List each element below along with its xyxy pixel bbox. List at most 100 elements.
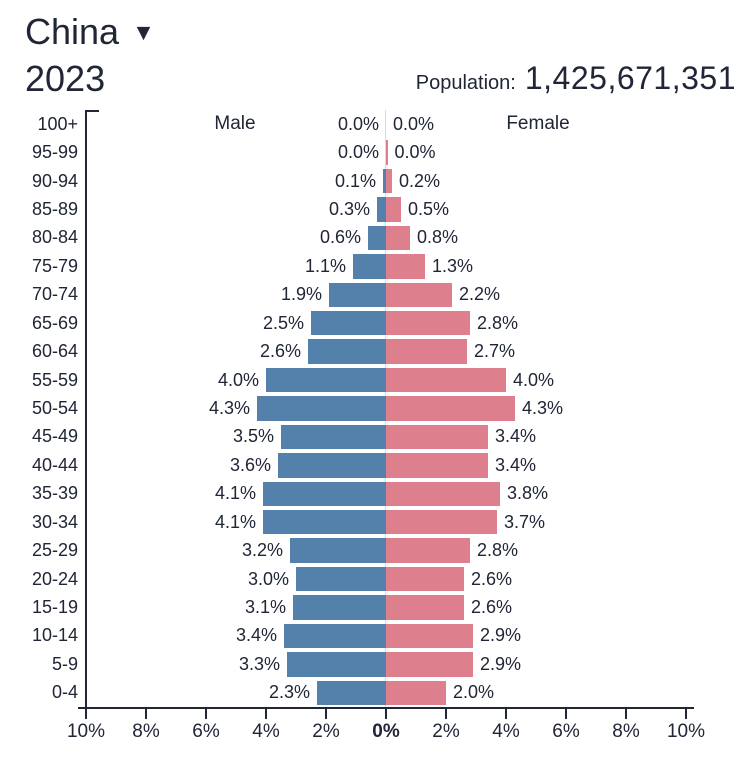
pyramid-row: 100+ 0.0% 0.0% — [0, 110, 750, 138]
row-plot-area: 4.0% 4.0% — [86, 366, 686, 394]
male-value-label: 3.5% — [232, 426, 274, 447]
male-bar — [290, 538, 386, 563]
female-bar — [386, 254, 425, 279]
x-tick — [85, 707, 87, 719]
female-bar — [386, 367, 506, 393]
female-legend-label: Female — [506, 113, 570, 134]
female-value-label: 2.6% — [471, 596, 513, 617]
male-bar — [377, 197, 386, 222]
row-plot-area: 3.5% 3.4% — [86, 423, 686, 451]
female-bar — [386, 282, 452, 307]
female-bar — [386, 140, 388, 165]
female-bar — [386, 680, 446, 705]
female-bar — [386, 623, 473, 649]
female-value-label: 2.9% — [480, 625, 522, 646]
female-bar — [386, 168, 392, 194]
pyramid-row: 40-44 3.6% 3.4% — [0, 451, 750, 479]
row-plot-area: 3.4% 2.9% — [86, 622, 686, 650]
age-group-label: 70-74 — [31, 284, 78, 305]
female-bar — [386, 566, 464, 592]
row-plot-area: 1.1% 1.3% — [86, 252, 686, 280]
male-bar — [368, 225, 386, 251]
age-group-label: 0-4 — [51, 682, 78, 703]
x-tick-label: 10% — [666, 721, 706, 742]
female-value-label: 0.0% — [394, 142, 436, 163]
pyramid-row: 65-69 2.5% 2.8% — [0, 309, 750, 337]
pyramid-row: 45-49 3.5% 3.4% — [0, 423, 750, 451]
female-bar — [386, 652, 473, 677]
age-group-label: 50-54 — [31, 397, 78, 418]
male-value-label: 4.1% — [214, 483, 256, 504]
female-bar — [386, 311, 470, 336]
female-bar — [386, 453, 488, 478]
x-tick-label: 8% — [612, 721, 640, 742]
female-bar — [386, 481, 500, 506]
male-bar — [263, 481, 386, 506]
male-value-label: 0.0% — [337, 113, 379, 134]
x-tick — [685, 707, 687, 719]
age-group-label: 20-24 — [31, 568, 78, 589]
pyramid-row: 50-54 4.3% 4.3% — [0, 394, 750, 422]
male-value-label: 4.0% — [217, 369, 259, 390]
x-tick — [325, 707, 327, 719]
x-tick — [505, 707, 507, 719]
row-plot-area: 3.6% 3.4% — [86, 451, 686, 479]
male-bar — [317, 680, 386, 705]
female-value-label: 3.4% — [495, 454, 537, 475]
row-plot-area: 3.0% 2.6% — [86, 565, 686, 593]
pyramid-row: 90-94 0.1% 0.2% — [0, 167, 750, 195]
female-value-label: 2.2% — [459, 284, 501, 305]
male-bar — [353, 254, 386, 279]
male-bar — [329, 282, 386, 307]
female-bar — [386, 510, 497, 535]
country-selector[interactable]: China ▼ — [25, 10, 155, 53]
age-group-label: 65-69 — [31, 312, 78, 333]
age-group-label: 40-44 — [31, 454, 78, 475]
male-bar — [308, 339, 386, 364]
male-value-label: 0.1% — [334, 170, 376, 191]
male-value-label: 3.6% — [229, 454, 271, 475]
row-plot-area: 2.3% 2.0% — [86, 679, 686, 707]
male-value-label: 3.3% — [238, 653, 280, 674]
x-tick-label: 0% — [372, 721, 400, 742]
female-bar — [386, 339, 467, 364]
female-value-label: 2.9% — [480, 653, 522, 674]
age-group-label: 30-34 — [31, 511, 78, 532]
female-value-label: 2.7% — [474, 341, 516, 362]
x-tick-label: 2% — [312, 721, 340, 742]
row-plot-area: 3.2% 2.8% — [86, 536, 686, 564]
year-label: 2023 — [25, 58, 106, 99]
age-group-label: 80-84 — [31, 227, 78, 248]
pyramid-row: 20-24 3.0% 2.6% — [0, 565, 750, 593]
row-plot-area: 4.3% 4.3% — [86, 394, 686, 422]
pyramid-row: 95-99 0.0% 0.0% — [0, 138, 750, 166]
x-tick — [205, 707, 207, 719]
x-tick-label: 8% — [132, 721, 160, 742]
x-tick-label: 10% — [66, 721, 106, 742]
row-plot-area: 0.6% 0.8% — [86, 224, 686, 252]
age-group-label: 100+ — [37, 113, 78, 134]
male-value-label: 3.1% — [244, 596, 286, 617]
male-value-label: 0.3% — [328, 198, 370, 219]
x-tick-label: 4% — [252, 721, 280, 742]
age-group-label: 45-49 — [31, 426, 78, 447]
male-bar — [296, 566, 386, 592]
dropdown-caret-icon: ▼ — [132, 19, 155, 46]
male-bar — [263, 510, 386, 535]
population-value: 1,425,671,351 — [524, 60, 736, 96]
x-tick-label: 6% — [192, 721, 220, 742]
age-group-label: 25-29 — [31, 540, 78, 561]
age-group-label: 5-9 — [51, 653, 78, 674]
female-value-label: 4.3% — [522, 397, 564, 418]
population-label: Population: — [415, 72, 516, 94]
female-bar — [386, 424, 488, 450]
age-group-label: 15-19 — [31, 596, 78, 617]
male-bar — [257, 396, 386, 421]
female-bar — [386, 225, 410, 251]
male-bar — [266, 367, 386, 393]
female-value-label: 1.3% — [432, 255, 474, 276]
x-tick-label: 6% — [552, 721, 580, 742]
population-readout: Population: 1,425,671,351 — [416, 60, 736, 97]
female-value-label: 4.0% — [513, 369, 555, 390]
row-plot-area: 4.1% 3.8% — [86, 480, 686, 508]
